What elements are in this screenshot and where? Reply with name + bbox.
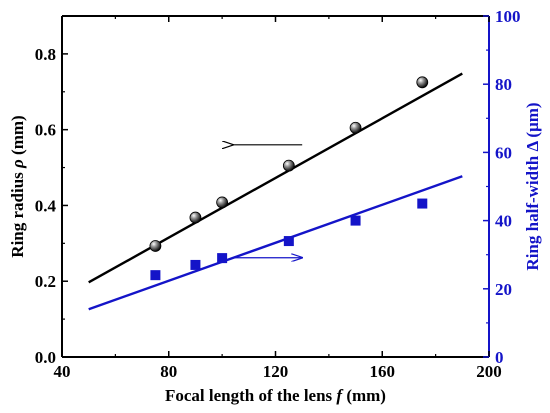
series-1-fit-line [88, 175, 463, 311]
series-1-point [150, 270, 161, 281]
series-0-fit-line [88, 72, 463, 284]
y-right-tick-label: 20 [495, 280, 512, 299]
series-1-point [283, 236, 294, 247]
y-left-tick-label: 0.2 [35, 272, 56, 291]
series-1-point [217, 253, 228, 264]
y-left-axis-label: Ring radius ρ (mm) [8, 115, 27, 257]
series-0-point [216, 196, 229, 209]
series-0-point [349, 121, 362, 134]
y-right-tick-label: 0 [495, 348, 504, 367]
y-left-tick-label: 0.8 [35, 45, 56, 64]
x-tick-label: 80 [160, 362, 177, 381]
series-1-point [417, 198, 428, 209]
y-left-tick-label: 0.6 [35, 121, 56, 140]
series-1-point [190, 259, 201, 270]
x-axis-label: Focal length of the lens f (mm) [165, 386, 386, 405]
series-1-point [350, 215, 361, 226]
y-right-axis-label: Ring half-width Δ (μm) [523, 102, 542, 270]
series-0-point [189, 211, 202, 224]
chart-series-layer [88, 72, 463, 311]
y-left-tick-label: 0.0 [35, 348, 56, 367]
y-right-tick-label: 80 [495, 75, 512, 94]
y-right-tick-label: 40 [495, 212, 512, 231]
y-right-tick-label: 60 [495, 143, 512, 162]
series-0-point [149, 240, 162, 252]
y-right-tick-label: 100 [495, 7, 521, 26]
chart-annotations-layer [233, 145, 302, 258]
x-tick-label: 120 [263, 362, 289, 381]
chart-axes-layer: 40 80 120 160 200 0.0 0.2 0.4 0.6 0.8 0 20 40 60 80 100… [8, 7, 542, 405]
x-tick-label: 200 [476, 362, 502, 381]
x-tick-label: 40 [54, 362, 71, 381]
series-0-point [416, 76, 429, 89]
series-0-point [282, 159, 295, 172]
y-left-tick-label: 0.4 [35, 196, 57, 215]
x-tick-label: 160 [370, 362, 396, 381]
